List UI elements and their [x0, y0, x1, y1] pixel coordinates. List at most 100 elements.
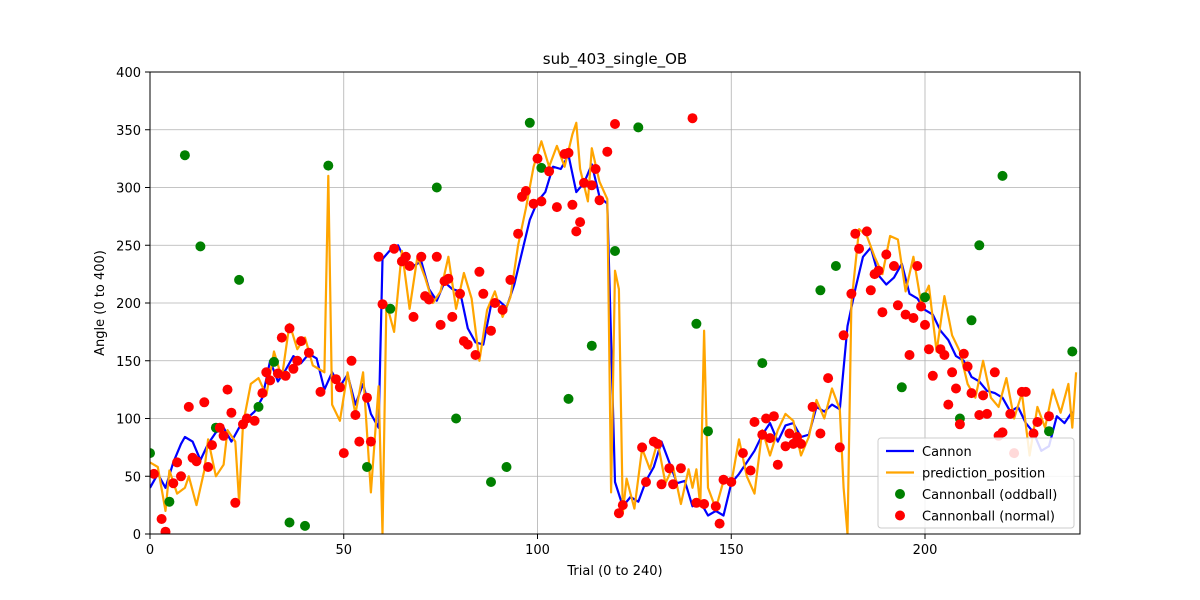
normal-point — [284, 323, 295, 334]
normal-point — [222, 384, 233, 395]
normal-point — [687, 113, 698, 124]
normal-point — [892, 300, 903, 311]
oddball-point — [269, 356, 279, 367]
axes: 0 50 100 150 200 0 50 100 150 200 250 300 350 400 — [116, 66, 937, 558]
normal-point — [350, 410, 361, 420]
normal-point — [664, 463, 675, 474]
oddball-point — [1044, 426, 1054, 437]
normal-point — [594, 195, 605, 206]
normal-point — [1028, 428, 1039, 439]
y-tick-label: 400 — [116, 66, 141, 81]
normal-point — [807, 401, 818, 412]
normal-point — [904, 350, 915, 360]
y-tick-label: 100 — [116, 413, 141, 428]
x-tick-label: 50 — [335, 543, 352, 558]
normal-point — [881, 249, 892, 260]
normal-point — [377, 299, 388, 310]
oddball-point — [966, 315, 977, 326]
normal-point — [334, 382, 345, 393]
normal-point — [962, 361, 973, 372]
normal-point — [613, 508, 624, 519]
normal-point — [272, 368, 283, 379]
normal-point — [214, 422, 225, 433]
normal-point — [768, 411, 779, 422]
normal-point — [834, 442, 845, 453]
normal-point — [338, 448, 349, 459]
normal-point — [416, 251, 427, 262]
oddball-point — [633, 122, 644, 133]
normal-point — [958, 348, 969, 359]
oddball-point — [150, 448, 155, 459]
normal-point — [978, 390, 989, 401]
normal-point — [288, 363, 299, 374]
oddball-point — [179, 150, 190, 161]
normal-point — [497, 304, 508, 315]
normal-point — [761, 413, 772, 424]
normal-point — [513, 228, 524, 239]
normal-point — [346, 355, 357, 366]
normal-point — [478, 288, 489, 299]
normal-point — [365, 436, 376, 447]
normal-point — [470, 350, 481, 360]
y-tick-label: 250 — [116, 239, 141, 254]
normal-point — [292, 355, 303, 366]
normal-point — [505, 274, 516, 285]
legend-label: prediction_position — [922, 467, 1045, 482]
oddball-point — [563, 393, 574, 404]
oddball-point — [253, 401, 264, 412]
x-tick-label: 0 — [146, 543, 154, 558]
normal-point — [920, 319, 930, 330]
normal-point — [745, 465, 756, 476]
normal-point — [877, 307, 888, 318]
normal-point — [168, 478, 179, 489]
oddball-point — [896, 382, 907, 393]
normal-point — [172, 457, 183, 468]
normal-point — [156, 514, 167, 524]
normal-point — [1032, 417, 1043, 427]
normal-point — [408, 311, 419, 322]
legend-swatch — [895, 489, 905, 499]
normal-point — [951, 383, 961, 394]
normal-point — [160, 526, 171, 534]
normal-point — [296, 336, 307, 347]
normal-point — [462, 339, 473, 350]
normal-point — [982, 408, 992, 419]
normal-point — [1044, 411, 1054, 422]
normal-point — [889, 261, 899, 271]
normal-point — [257, 388, 268, 399]
oddball-point — [234, 274, 245, 285]
normal-point — [765, 433, 775, 444]
normal-point — [571, 226, 582, 237]
normal-point — [551, 202, 562, 213]
normal-point — [989, 367, 1000, 378]
normal-point — [757, 429, 768, 440]
normal-point — [575, 217, 586, 228]
legend-swatch — [895, 510, 905, 521]
normal-point — [838, 330, 849, 341]
oddball-point — [610, 246, 620, 256]
normal-point — [997, 427, 1008, 438]
normal-point — [749, 417, 760, 427]
normal-point — [431, 251, 442, 262]
normal-point — [520, 186, 531, 196]
oddball-point — [486, 477, 496, 487]
normal-point — [912, 261, 923, 271]
y-tick-label: 300 — [116, 182, 141, 197]
normal-point — [943, 399, 954, 410]
normal-point — [183, 401, 194, 412]
normal-point — [261, 367, 272, 378]
normal-point — [850, 228, 861, 239]
normal-point — [737, 448, 748, 459]
oddball-point — [1067, 346, 1078, 357]
y-tick-label: 350 — [116, 124, 141, 139]
normal-point — [939, 350, 950, 360]
normal-point — [710, 501, 721, 512]
normal-point — [176, 471, 186, 482]
normal-point — [590, 164, 601, 174]
normal-point — [699, 499, 710, 509]
oddball-point — [524, 117, 535, 128]
normal-point — [489, 298, 500, 308]
normal-point — [916, 301, 927, 312]
normal-point — [637, 442, 648, 453]
